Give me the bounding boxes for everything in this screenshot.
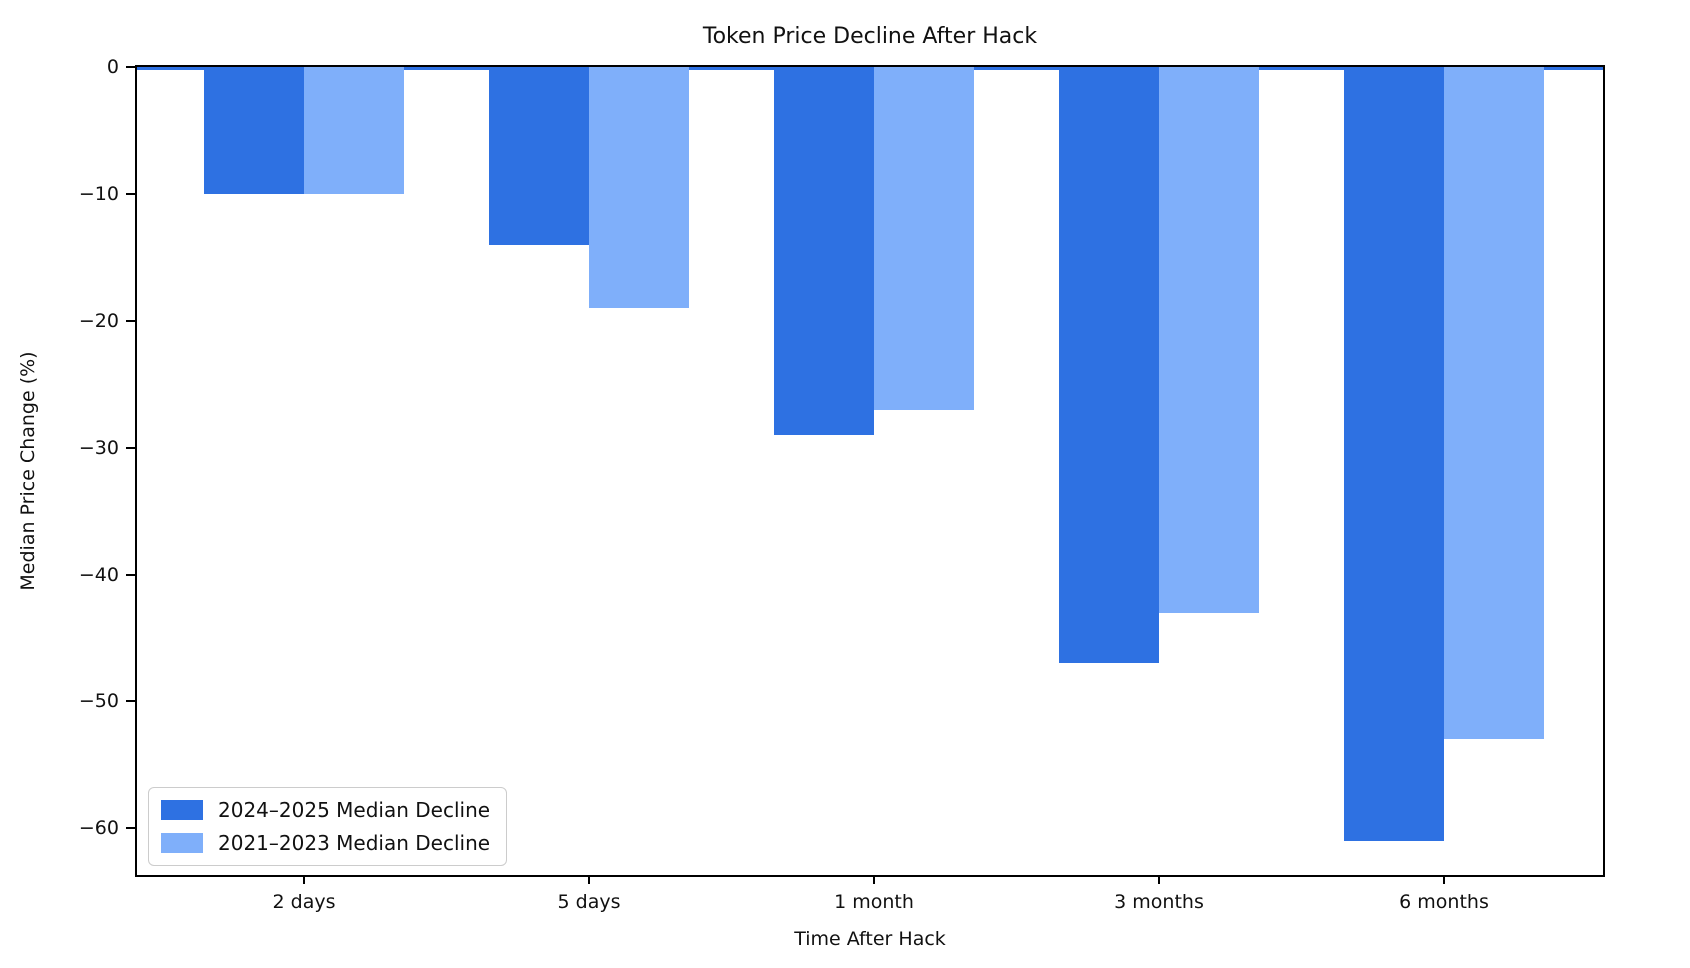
bar-2021-2023-3-months [1159,67,1259,613]
legend-swatch-2024-2025 [161,800,203,820]
y-axis-label: Median Price Change (%) [17,351,39,591]
y-tick-mark [126,66,135,68]
x-tick-mark [303,875,305,884]
chart-title: Token Price Decline After Hack [702,24,1038,49]
y-tick-mark [126,827,135,830]
bar-2021-2023-6-months [1444,67,1544,740]
legend-label-2021-2023: 2021–2023 Median Decline [218,831,491,855]
y-tick-label: −30 [78,436,119,459]
y-tick-mark [126,319,135,322]
x-tick-mark [1158,875,1160,884]
y-tick-mark [126,573,135,576]
y-tick-mark [126,446,135,449]
bar-2024-2025-5-days [489,67,589,245]
x-tick-label-3-months: 3 months [1114,891,1204,913]
bar-2021-2023-2-days [304,67,404,194]
x-axis-label: Time After Hack [794,928,946,950]
bar-2024-2025-3-months [1059,67,1159,664]
y-tick-label: −10 [78,182,119,205]
y-tick-label: 0 [106,56,119,78]
bar-2024-2025-6-months [1344,67,1444,841]
x-tick-mark [588,875,590,884]
y-tick-mark [126,700,135,703]
y-tick-label: −20 [78,309,119,332]
y-tick-mark [126,192,135,195]
legend: 2024–2025 Median Decline 2021–2023 Media… [148,787,508,866]
bar-2021-2023-1-month [874,67,974,410]
x-tick-label-5-days: 5 days [557,891,621,913]
y-tick-label: −40 [78,563,119,586]
legend-row: 2021–2023 Median Decline [161,831,490,855]
x-tick-mark [873,875,875,884]
x-tick-label-6-months: 6 months [1399,891,1489,913]
legend-swatch-2021-2023 [161,833,203,853]
x-tick-label-1-month: 1 month [834,891,914,913]
legend-row: 2024–2025 Median Decline [161,798,490,822]
bar-2024-2025-2-days [204,67,304,194]
plot-area: 0 −10 −20 −30 −40 −50 −60 2 days 5 days 1 month 3… [79,56,1605,913]
x-tick-mark [1443,875,1445,884]
x-tick-label-2-days: 2 days [272,891,336,913]
bar-2024-2025-1-month [774,67,874,435]
bar-2021-2023-5-days [589,67,689,309]
y-tick-label: −60 [78,817,119,840]
legend-label-2024-2025: 2024–2025 Median Decline [218,798,491,822]
y-tick-label: −50 [78,690,119,713]
